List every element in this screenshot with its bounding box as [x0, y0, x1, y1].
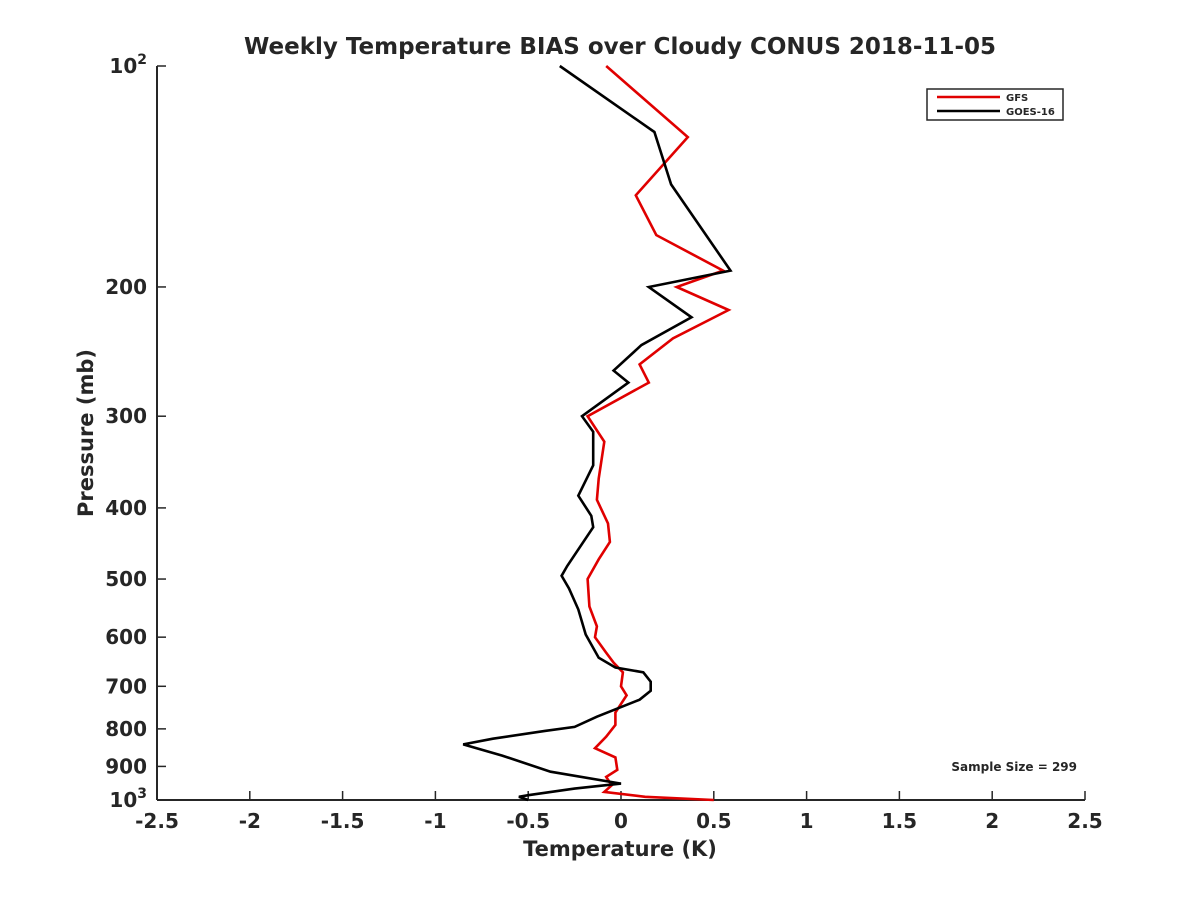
y-tick-label: 500: [105, 567, 147, 591]
y-tick-label: 600: [105, 625, 147, 649]
y-tick-label: 700: [105, 674, 147, 698]
series-layer: [462, 64, 733, 802]
chart-title: Weekly Temperature BIAS over Cloudy CONU…: [244, 34, 996, 60]
legend-frame: [926, 88, 1064, 121]
legend-label-goes16: GOES-16: [1006, 107, 1055, 118]
y-tick-label: 300: [105, 404, 147, 428]
x-tick-label: 1: [800, 809, 814, 833]
x-tick-label: -0.5: [506, 809, 550, 833]
legend-label-gfs: GFS: [1006, 93, 1028, 104]
y-tick-label: 102: [109, 52, 147, 78]
y-tick-label: 900: [105, 754, 147, 778]
x-tick-label: 0: [614, 809, 628, 833]
x-tick-label: -1.5: [321, 809, 365, 833]
y-tick-label: 400: [105, 496, 147, 520]
x-tick-label: 2: [985, 809, 999, 833]
y-tick-label: 200: [105, 275, 147, 299]
axes-layer: -2.5 -2 -1.5 -1 -0.5 0 0.5 1 1.5 2 2.5 102 200 300 400…: [105, 52, 1102, 833]
x-tick-label: 1.5: [882, 809, 917, 833]
x-tick-label: -2.5: [135, 809, 179, 833]
sample-size-annotation: Sample Size = 299: [951, 760, 1077, 774]
y-tick-label: 103: [109, 786, 147, 812]
series-line-goes16: [462, 64, 733, 802]
x-tick-label: -2: [239, 809, 261, 833]
series-line-gfs: [585, 65, 732, 802]
x-tick-label: -1: [424, 809, 446, 833]
y-axis-label: Pressure (mb): [74, 349, 98, 517]
x-tick-label: 0.5: [696, 809, 731, 833]
legend: GFS GOES-16: [926, 88, 1064, 121]
x-axis-label: Temperature (K): [523, 837, 717, 861]
x-tick-label: 2.5: [1067, 809, 1102, 833]
y-tick-label: 800: [105, 717, 147, 741]
